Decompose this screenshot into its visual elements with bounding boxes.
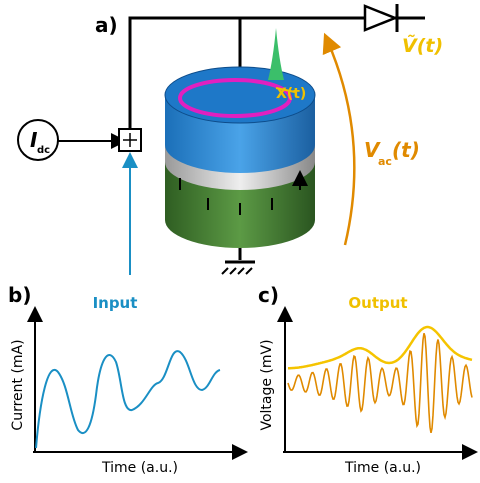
magnetization-label: X(t) (276, 86, 306, 102)
axes (283, 318, 470, 452)
panel-label: c) (258, 283, 279, 307)
vac-subscript: ac (378, 155, 392, 168)
panel-label: a) (95, 13, 118, 37)
pillar (164, 28, 316, 248)
x-axis-label: Time (a.u.) (344, 460, 421, 476)
source-symbol: I (30, 128, 38, 152)
y-axis-label: Voltage (mV) (259, 339, 275, 430)
axes (33, 318, 240, 452)
vac-argument: (t) (392, 138, 420, 162)
output-signal (287, 332, 473, 433)
plot-title: Input (93, 294, 138, 312)
output-envelope (288, 325, 473, 370)
vac-arrow (322, 32, 356, 246)
vac-symbol: V (364, 138, 381, 162)
plus (123, 133, 137, 147)
output-voltage: Ṽ(t) (402, 33, 443, 57)
y-axis-label: Current (mA) (10, 339, 26, 430)
plot-title: Output (348, 294, 407, 312)
x-axis-label: Time (a.u.) (101, 460, 178, 476)
current-source (17, 119, 59, 161)
panel-label: b) (8, 283, 31, 307)
input-signal (35, 350, 221, 449)
source-subscript: dc (37, 145, 50, 156)
